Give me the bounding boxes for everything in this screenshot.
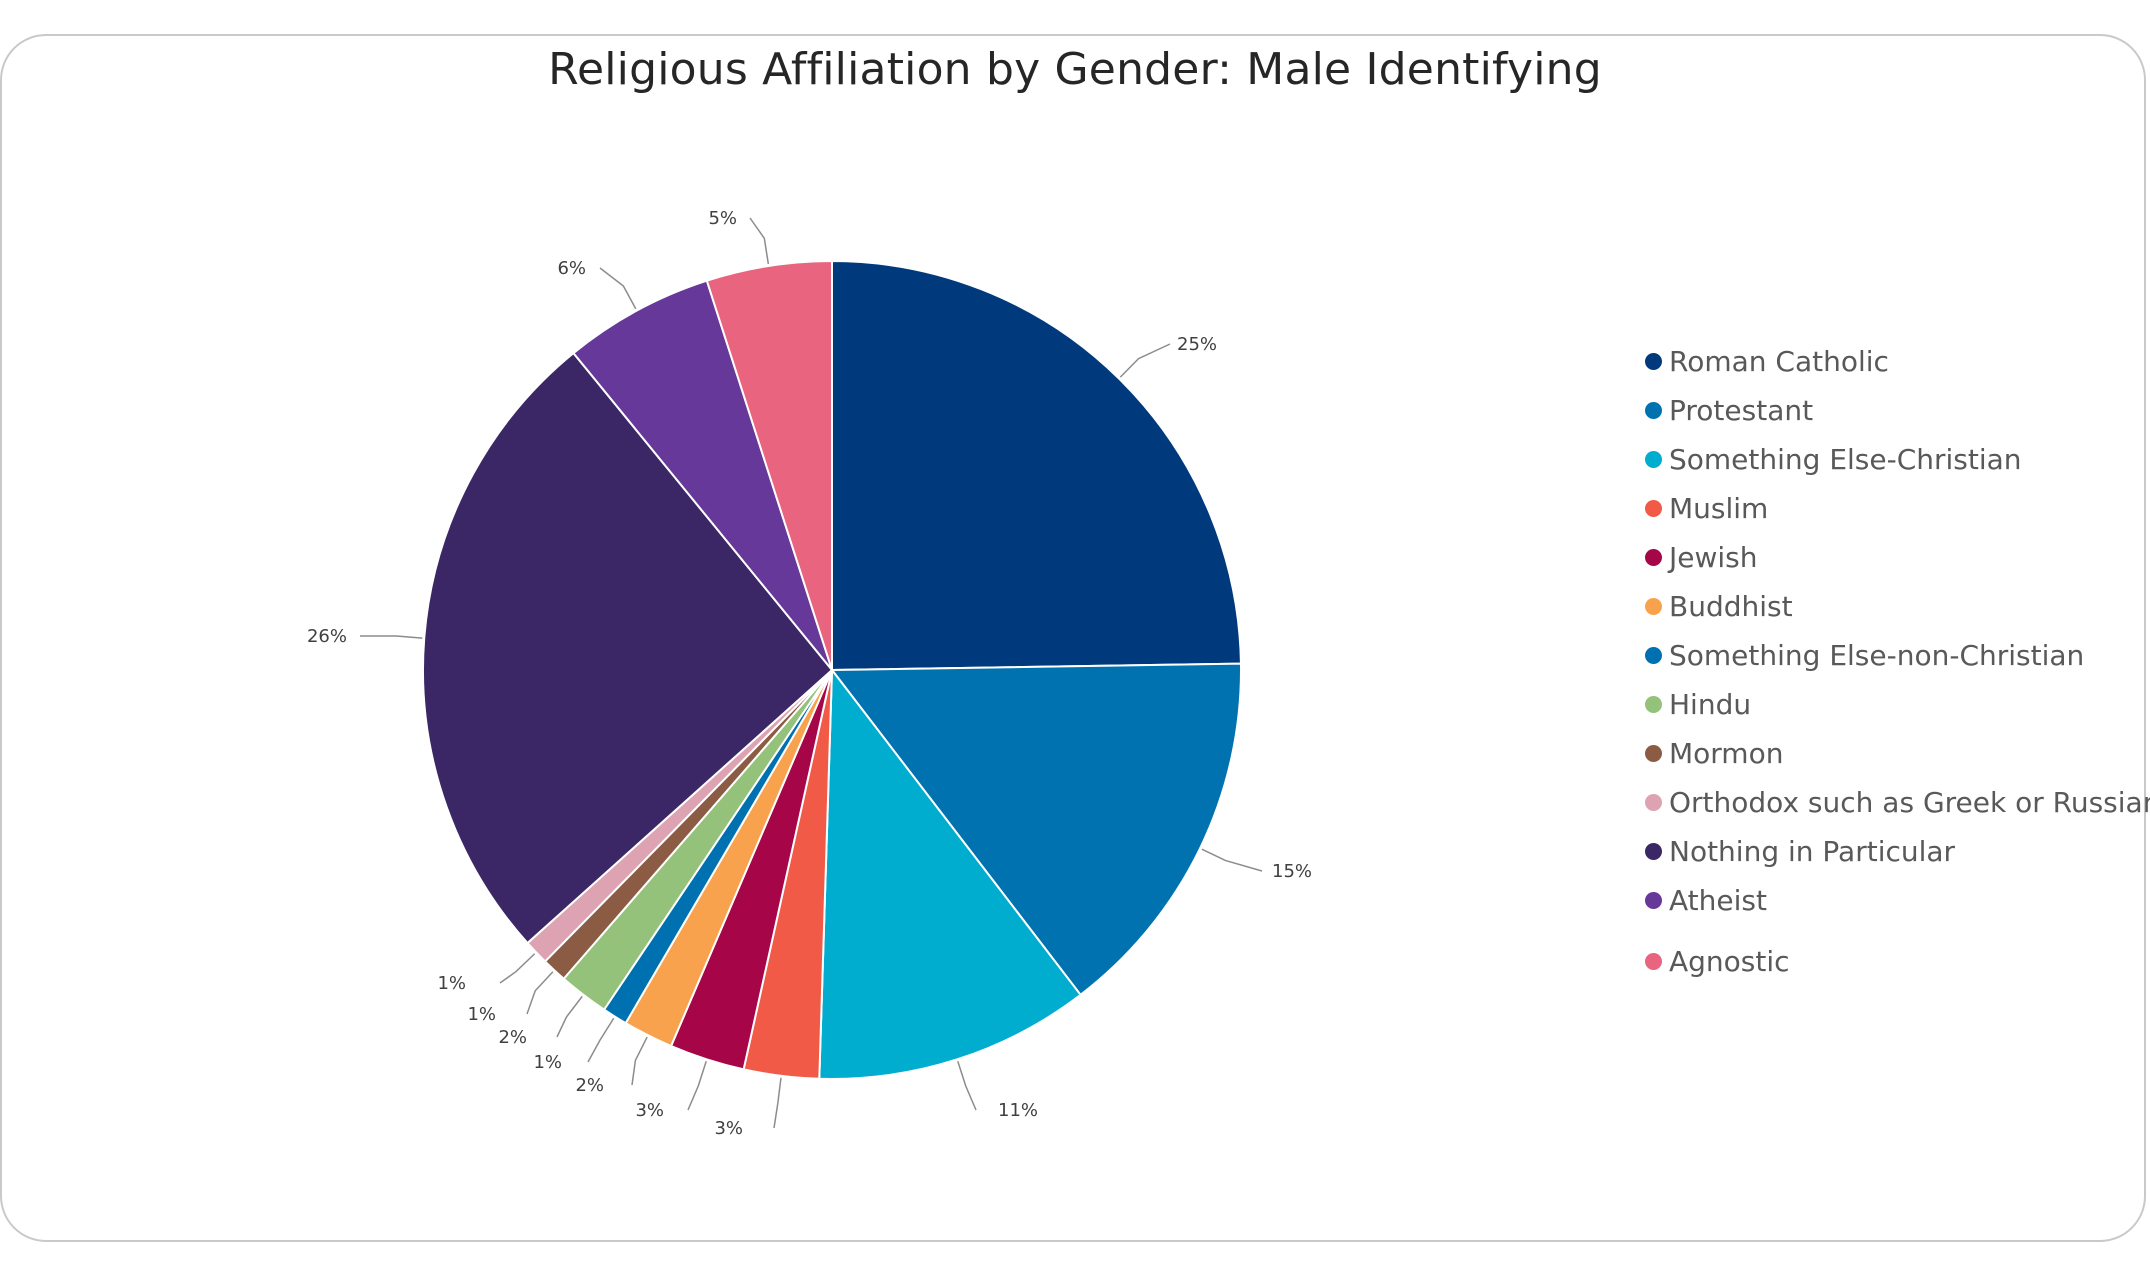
legend-item: Jewish (1645, 541, 1758, 574)
data-label: 2% (575, 1075, 604, 1096)
legend-label: Nothing in Particular (1669, 835, 1956, 868)
data-label: 3% (635, 1100, 664, 1121)
legend-marker (1645, 402, 1662, 419)
leader-line (599, 267, 637, 310)
legend-marker (1645, 353, 1662, 370)
leader-line (1201, 848, 1263, 872)
legend-marker (1645, 794, 1662, 811)
legend-marker (1645, 892, 1662, 909)
legend-label: Atheist (1669, 884, 1767, 917)
legend-marker (1645, 843, 1662, 860)
legend-label: Something Else-Christian (1669, 443, 2022, 476)
leader-line (587, 1017, 615, 1063)
legend-item: Atheist (1645, 884, 1767, 917)
chart-title: Religious Affiliation by Gender: Male Id… (548, 44, 1602, 95)
legend-item: Orthodox such as Greek or Russian (1645, 786, 2150, 819)
data-label: 1% (533, 1052, 562, 1073)
legend-marker (1645, 647, 1662, 664)
legend-item: Nothing in Particular (1645, 835, 1955, 868)
legend-item: Hindu (1645, 688, 1751, 721)
pie-slice-atheist (572, 279, 833, 671)
pie-slice-agnostic (705, 259, 833, 671)
pie-slice-nothing-in-particular (422, 351, 834, 945)
pie-slices (422, 259, 1242, 1080)
leader-line (749, 217, 770, 265)
leader-line (1119, 343, 1171, 378)
data-label: 6% (557, 258, 586, 279)
legend-label: Jewish (1669, 541, 1758, 574)
data-label: 15% (1272, 861, 1312, 882)
leader-line (526, 971, 554, 1015)
leader-line (499, 953, 536, 984)
legend-item: Agnostic (1645, 945, 1790, 978)
leader-line (556, 995, 583, 1038)
legend-marker (1645, 451, 1662, 468)
leader-line (359, 635, 423, 639)
legend-label: Agnostic (1669, 945, 1790, 978)
legend-marker (1645, 745, 1662, 762)
legend-label: Mormon (1669, 737, 1784, 770)
legend-item: Something Else-Christian (1645, 443, 2022, 476)
legend-marker (1645, 696, 1662, 713)
legend-label: Protestant (1669, 394, 1814, 427)
data-label: 26% (307, 626, 347, 647)
leader-line (773, 1077, 782, 1129)
legend-item: Roman Catholic (1645, 345, 1889, 378)
pie-slice-roman-catholic (831, 259, 1242, 672)
data-label: 5% (708, 208, 737, 229)
leader-line (957, 1061, 977, 1111)
pie-slice-something-else-christian (818, 667, 1082, 1080)
legend-label: Hindu (1669, 688, 1752, 721)
legend-marker (1645, 500, 1662, 517)
data-label: 11% (998, 1100, 1038, 1121)
legend-label: Orthodox such as Greek or Russian (1669, 786, 2150, 819)
legend-label: Buddhist (1669, 590, 1793, 623)
data-label: 1% (467, 1004, 496, 1025)
data-label: 2% (498, 1027, 527, 1048)
legend-label: Muslim (1669, 492, 1769, 525)
leader-lines (359, 217, 1263, 1129)
legend-item: Mormon (1645, 737, 1783, 770)
leader-line (687, 1061, 707, 1111)
data-label: 3% (714, 1118, 743, 1139)
legend-marker (1645, 598, 1662, 615)
data-labels: 25%15%11%3%3%2%1%2%1%1%26%6%5% (307, 208, 1312, 1139)
legend-item: Protestant (1645, 394, 1813, 427)
data-label: 1% (437, 973, 466, 994)
pie-slice-protestant (829, 662, 1242, 997)
legend-item: Muslim (1645, 492, 1768, 525)
leader-line (631, 1036, 648, 1086)
legend-label: Something Else-non-Christian (1669, 639, 2085, 672)
legend-item: Buddhist (1645, 590, 1793, 623)
legend-item: Something Else-non-Christian (1645, 639, 2084, 672)
legend-marker (1645, 549, 1662, 566)
legend-marker (1645, 953, 1662, 970)
legend-label: Roman Catholic (1669, 345, 1889, 378)
data-label: 25% (1177, 334, 1217, 355)
